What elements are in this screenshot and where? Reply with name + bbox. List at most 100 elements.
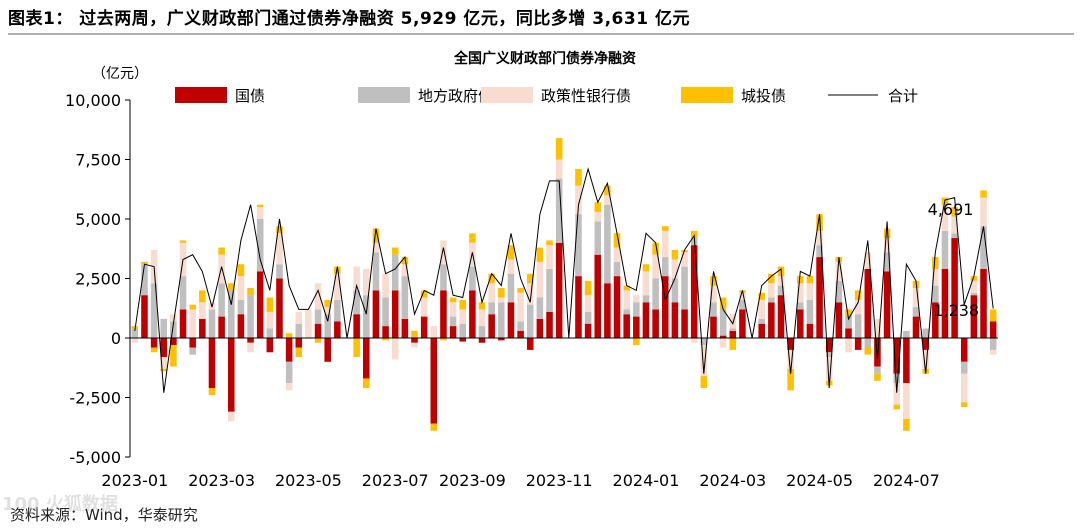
bar-difang [449, 316, 457, 327]
bar-chengtou [517, 288, 524, 293]
bar-zhengce [604, 195, 611, 205]
bar-difang [903, 330, 910, 338]
bar-difang [498, 302, 505, 338]
bar-zhengce [652, 254, 659, 279]
bar-guozhai [411, 338, 418, 343]
bar-difang [218, 283, 225, 317]
bar-chengtou [227, 283, 235, 291]
bar-difang [334, 299, 341, 322]
bar-zhengce [922, 349, 929, 369]
bar-guozhai [160, 338, 168, 358]
bar-chengtou [806, 276, 814, 284]
bar-guozhai [739, 309, 746, 338]
bar-chengtou [208, 387, 216, 396]
bar-difang [401, 276, 409, 319]
bar-guozhai [970, 295, 978, 338]
bar-difang [797, 302, 804, 310]
bar-guozhai [825, 338, 833, 353]
bar-difang [372, 252, 380, 291]
bar-guozhai [932, 302, 939, 338]
bar-difang [478, 326, 486, 338]
bar-difang [276, 264, 283, 279]
bar-chengtou [932, 257, 939, 269]
bar-guozhai [285, 338, 293, 362]
x-tick-label: 2023-07 [362, 471, 429, 490]
bar-guozhai [440, 290, 447, 338]
y-tick-label: 7,500 [75, 151, 121, 170]
bar-difang [382, 297, 389, 327]
bar-zhengce [536, 261, 544, 298]
bar-zhengce [623, 290, 630, 310]
bar-zhengce [372, 242, 380, 253]
bar-guozhai [324, 338, 331, 362]
bar-guozhai [594, 254, 602, 338]
x-tick-label: 2023-05 [275, 471, 342, 490]
bar-difang [758, 318, 765, 324]
bar-chengtou [980, 190, 987, 198]
bar-zhengce [941, 204, 949, 231]
bar-guozhai [141, 295, 148, 338]
bar-zhengce [613, 247, 621, 262]
bar-chengtou [700, 376, 708, 388]
bar-chengtou [633, 338, 640, 346]
bar-zhengce [517, 292, 524, 322]
bar-guozhai [710, 316, 717, 338]
bar-zhengce [594, 211, 602, 222]
bar-difang [816, 245, 823, 258]
bar-difang [594, 221, 602, 255]
bar-series [131, 138, 997, 431]
bar-zhengce [729, 314, 737, 329]
bar-guozhai [758, 323, 765, 338]
bar-difang [700, 338, 708, 346]
bar-zhengce [478, 309, 486, 327]
bar-difang [874, 366, 881, 374]
bar-difang [681, 266, 688, 310]
bar-chengtou [199, 290, 206, 303]
bar-zhengce [276, 233, 283, 265]
bar-chengtou [970, 276, 978, 281]
bar-guozhai [681, 309, 688, 338]
annotations: 4,691 1,238 [928, 200, 979, 320]
bar-zhengce [440, 240, 447, 265]
bar-difang [488, 302, 495, 315]
y-tick-label: 10,000 [65, 91, 121, 110]
bar-zhengce [218, 254, 225, 284]
legend-swatch [175, 87, 227, 103]
bar-zhengce [893, 383, 901, 405]
bar-difang [189, 347, 196, 355]
bar-guozhai [507, 302, 515, 338]
bar-difang [584, 311, 592, 324]
bar-guozhai [845, 328, 852, 338]
bar-zhengce [700, 345, 708, 377]
bar-chengtou [478, 302, 486, 310]
bar-chengtou [584, 280, 592, 296]
bar-difang [613, 261, 621, 277]
bar-difang [912, 307, 920, 317]
bar-zhengce [324, 307, 331, 315]
bar-difang [179, 276, 187, 310]
bar-difang [295, 323, 303, 338]
x-axis: 2023-01 2023-03 2023-05 2023-07 2023-09 2023-… [101, 471, 939, 490]
bar-zhengce [170, 314, 177, 322]
annotation-label: 1,238 [933, 301, 979, 320]
bar-chengtou [488, 273, 495, 284]
bar-difang [256, 219, 264, 272]
bar-difang [555, 178, 563, 243]
y-tick-label: 0 [111, 329, 121, 348]
x-tick-label: 2024-05 [786, 471, 853, 490]
bar-chengtou [247, 288, 254, 296]
bar-guozhai [893, 338, 901, 374]
bar-difang [922, 328, 929, 338]
bar-chengtou [459, 299, 467, 310]
bar-difang [642, 295, 650, 303]
bar-zhengce [797, 283, 804, 303]
bar-guozhai [334, 321, 341, 338]
bar-zhengce [874, 318, 881, 338]
bar-chengtou [449, 297, 457, 303]
bar-difang [469, 266, 476, 291]
bar-difang [604, 204, 611, 284]
bar-zhengce [199, 302, 206, 319]
bar-guozhai [642, 302, 650, 338]
bar-zhengce [285, 383, 293, 391]
